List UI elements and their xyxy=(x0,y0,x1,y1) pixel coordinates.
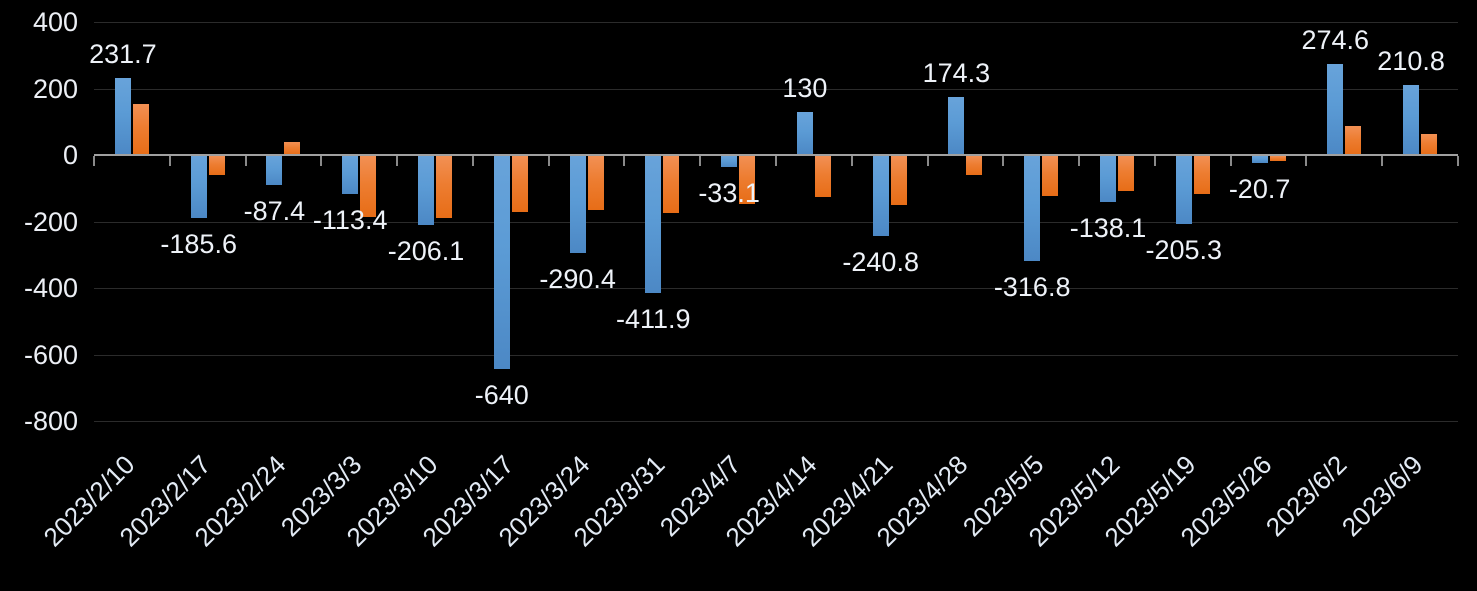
gridline xyxy=(94,221,1458,223)
bar-blue-series-2023-5-19[interactable] xyxy=(1175,156,1192,225)
bar-blue-series-2023-2-24[interactable] xyxy=(266,156,283,186)
bar-orange-series-2023-4-21[interactable] xyxy=(890,156,907,205)
data-label: -316.8 xyxy=(993,272,1071,303)
x-axis-tick xyxy=(623,156,626,166)
bar-blue-series-2023-2-10[interactable] xyxy=(114,78,131,155)
x-axis-tick xyxy=(547,156,550,166)
x-axis-tick xyxy=(1002,156,1005,166)
bar-orange-series-2023-4-14[interactable] xyxy=(814,156,831,197)
data-label: 130 xyxy=(782,72,828,103)
y-axis-tick-label: -200 xyxy=(23,206,78,237)
bar-orange-series-2023-4-7[interactable] xyxy=(739,156,756,205)
data-label: -206.1 xyxy=(387,235,465,266)
bar-blue-series-2023-5-5[interactable] xyxy=(1024,156,1041,262)
x-axis-tick xyxy=(1457,156,1459,166)
bar-orange-series-2023-5-26[interactable] xyxy=(1269,156,1286,161)
bar-orange-series-2023-3-24[interactable] xyxy=(587,156,604,210)
bar-orange-series-2023-5-5[interactable] xyxy=(1042,156,1059,196)
data-label: -138.1 xyxy=(1069,212,1147,243)
x-axis-tick xyxy=(1153,156,1156,166)
y-axis-tick-label: 0 xyxy=(62,140,78,170)
bar-blue-series-2023-3-17[interactable] xyxy=(493,156,510,369)
bar-orange-series-2023-3-10[interactable] xyxy=(436,156,452,218)
bar-blue-series-2023-6-2[interactable] xyxy=(1327,63,1344,155)
x-axis-tick xyxy=(775,156,777,166)
bar-blue-series-2023-3-10[interactable] xyxy=(418,156,434,225)
data-label: -20.7 xyxy=(1228,173,1291,204)
gridline xyxy=(94,288,1458,289)
x-axis-tick xyxy=(396,156,399,166)
gridline xyxy=(94,354,1458,356)
bar-orange-series-2023-3-3[interactable] xyxy=(360,156,377,217)
bar-blue-series-2023-6-9[interactable] xyxy=(1403,84,1420,155)
gridline xyxy=(94,88,1458,90)
bar-orange-series-2023-6-9[interactable] xyxy=(1421,134,1438,155)
data-label: -113.4 xyxy=(312,204,388,235)
data-label: -290.4 xyxy=(539,263,616,294)
x-axis-tick xyxy=(1229,156,1232,166)
data-label: 210.8 xyxy=(1377,45,1445,76)
data-label: 174.3 xyxy=(922,58,991,88)
data-label: -205.3 xyxy=(1145,235,1223,266)
bar-blue-series-2023-3-3[interactable] xyxy=(342,156,359,194)
x-axis-tick xyxy=(244,156,247,166)
x-axis-date-label: 2023/6/2 xyxy=(1260,449,1353,543)
data-label: 274.6 xyxy=(1301,24,1370,55)
gridline xyxy=(94,421,1458,422)
bar-blue-series-2023-3-31[interactable] xyxy=(645,156,662,293)
data-label: -240.8 xyxy=(842,247,919,278)
gridline xyxy=(94,22,1458,23)
bar-orange-series-2023-5-19[interactable] xyxy=(1193,156,1210,194)
y-axis-tick-label: -600 xyxy=(23,339,78,370)
bar-blue-series-2023-4-14[interactable] xyxy=(796,111,813,155)
bar-orange-series-2023-2-10[interactable] xyxy=(132,104,149,155)
x-axis-tick xyxy=(699,156,702,166)
bar-orange-series-2023-3-17[interactable] xyxy=(511,156,528,212)
data-label: -411.9 xyxy=(616,304,691,334)
data-label: -185.6 xyxy=(160,228,237,259)
bar-blue-series-2023-4-28[interactable] xyxy=(948,97,965,155)
x-axis-tick xyxy=(1305,156,1308,166)
bar-blue-series-2023-5-12[interactable] xyxy=(1100,156,1116,202)
x-axis-tick xyxy=(1078,156,1081,166)
y-axis-tick-label: -400 xyxy=(23,273,78,303)
x-axis-tick xyxy=(850,156,853,166)
x-axis-tick xyxy=(471,156,474,166)
x-axis-tick xyxy=(320,156,323,166)
bar-orange-series-2023-4-28[interactable] xyxy=(966,156,983,175)
bar-blue-series-2023-4-21[interactable] xyxy=(872,156,889,237)
bar-blue-series-2023-3-24[interactable] xyxy=(569,156,586,253)
data-label: -33.1 xyxy=(698,178,760,208)
bar-orange-series-2023-6-2[interactable] xyxy=(1345,126,1362,155)
bar-blue-series-2023-2-17[interactable] xyxy=(190,156,207,218)
x-axis-tick xyxy=(168,156,171,166)
bar-orange-series-2023-5-12[interactable] xyxy=(1118,156,1134,191)
x-axis-line xyxy=(94,154,1458,156)
data-label: -87.4 xyxy=(243,196,306,227)
x-axis-tick xyxy=(1381,156,1384,166)
y-axis-tick-label: 200 xyxy=(32,73,78,104)
y-axis-tick-label: -800 xyxy=(23,406,78,436)
bar-orange-series-2023-2-24[interactable] xyxy=(284,141,301,155)
y-axis-tick-label: 400 xyxy=(32,7,78,37)
x-axis-tick xyxy=(93,156,95,166)
data-label: -640 xyxy=(474,379,529,410)
x-axis-date-label: 2023/6/9 xyxy=(1335,449,1429,543)
bar-blue-series-2023-5-26[interactable] xyxy=(1251,156,1268,163)
x-axis-tick xyxy=(926,156,929,166)
data-label: 231.7 xyxy=(89,39,157,69)
bar-blue-series-2023-4-7[interactable] xyxy=(721,156,738,167)
bar-orange-series-2023-3-31[interactable] xyxy=(663,156,680,214)
bar-orange-series-2023-2-17[interactable] xyxy=(208,156,225,175)
